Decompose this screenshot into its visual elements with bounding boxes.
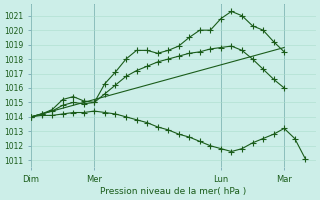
- X-axis label: Pression niveau de la mer( hPa ): Pression niveau de la mer( hPa ): [100, 187, 247, 196]
